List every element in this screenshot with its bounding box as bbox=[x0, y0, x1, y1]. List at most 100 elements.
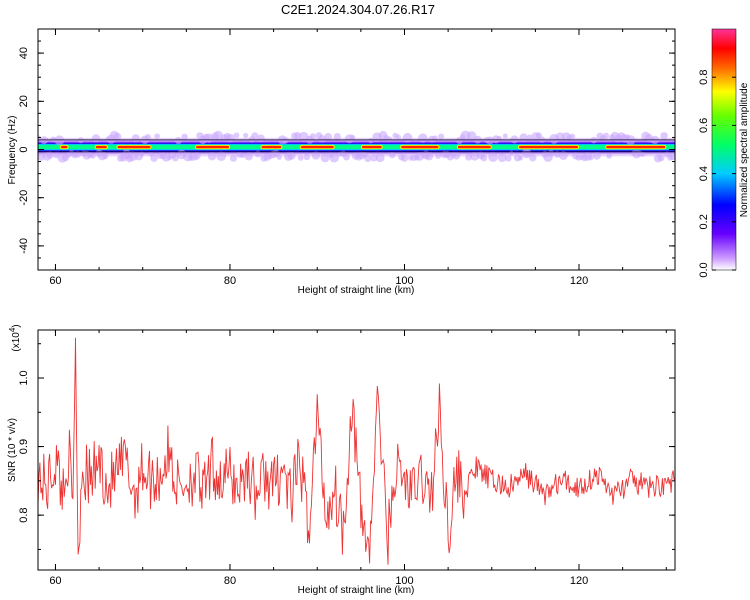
band-speckle bbox=[254, 150, 262, 158]
band-speckle bbox=[303, 153, 311, 161]
band-speckle bbox=[587, 154, 594, 161]
colorbar-tick-label: 0.8 bbox=[698, 70, 710, 85]
x-tick-label: 80 bbox=[224, 575, 236, 587]
y-tick-label: 40 bbox=[18, 47, 30, 59]
band-peak-segment bbox=[60, 145, 68, 149]
band-speckle bbox=[364, 154, 372, 163]
y-tick-label: 0.8 bbox=[18, 507, 30, 522]
colorbar-gradient bbox=[711, 28, 737, 271]
band-peak-segment bbox=[518, 145, 579, 149]
y-tick-label: -20 bbox=[18, 190, 30, 206]
band-speckle bbox=[343, 153, 350, 161]
band-speckle bbox=[602, 132, 610, 139]
snr-panel: 60 80 100 120 0.8 0.9 1.0 Height of straight … bbox=[7, 324, 676, 596]
band-speckle bbox=[243, 132, 249, 139]
band-speckle bbox=[375, 152, 385, 163]
band-speckle bbox=[38, 135, 41, 141]
band-speckle bbox=[244, 152, 253, 161]
spectrogram-xlabel: Height of straight line (km) bbox=[298, 285, 415, 296]
band-speckle bbox=[102, 152, 109, 160]
band-speckle bbox=[435, 152, 442, 159]
band-speckle bbox=[529, 153, 537, 162]
band-speckle bbox=[240, 153, 246, 159]
band-speckle bbox=[131, 134, 140, 143]
band-speckle bbox=[470, 151, 480, 161]
band-speckle bbox=[54, 135, 65, 146]
band-speckle bbox=[74, 150, 82, 158]
band-speckle bbox=[386, 136, 392, 142]
band-speckle bbox=[91, 134, 101, 143]
band-speckle bbox=[510, 135, 519, 144]
band-speckle bbox=[558, 150, 568, 160]
page-title: C2E1.2024.304.07.26.R17 bbox=[281, 2, 435, 17]
band-speckle bbox=[497, 153, 507, 163]
x-tick-label: 80 bbox=[224, 275, 236, 287]
band-speckle bbox=[505, 155, 512, 162]
band-speckle bbox=[282, 137, 289, 144]
band-peak-segment bbox=[196, 145, 229, 149]
band-speckle bbox=[311, 151, 321, 160]
y-tick-label: 20 bbox=[18, 95, 30, 107]
band-speckle bbox=[592, 151, 601, 160]
band-peak-segment bbox=[117, 145, 151, 149]
band-speckle bbox=[502, 133, 508, 139]
snr-scale-prefix: (x10 bbox=[11, 332, 22, 352]
band-speckle bbox=[521, 148, 532, 159]
band-peak-segment bbox=[261, 145, 282, 149]
snr-scale-suffix: ) bbox=[11, 324, 22, 327]
x-tick-label: 100 bbox=[395, 275, 413, 287]
band-speckle bbox=[251, 132, 259, 140]
band-speckle bbox=[216, 151, 227, 162]
band-speckle bbox=[192, 152, 201, 160]
band-speckle bbox=[424, 151, 434, 161]
band-speckle bbox=[418, 133, 428, 143]
band-speckle bbox=[213, 130, 223, 140]
band-speckle bbox=[46, 151, 54, 159]
snr-scale-exponent: 4 bbox=[8, 327, 17, 332]
x-tick-label: 60 bbox=[49, 275, 61, 287]
band-speckle bbox=[309, 133, 317, 140]
band-speckle bbox=[229, 154, 238, 162]
band-speckle bbox=[402, 132, 413, 143]
colorbar: 0.0 0.2 0.4 0.6 0.8 Normalized spectral ampl… bbox=[698, 28, 750, 278]
band-speckle bbox=[174, 136, 183, 145]
band-speckle bbox=[527, 134, 533, 140]
band-peak-segment bbox=[95, 145, 107, 149]
band-peak-segment bbox=[606, 145, 666, 149]
band-speckle bbox=[395, 134, 401, 140]
x-tick-label: 60 bbox=[49, 575, 61, 587]
band-speckle bbox=[569, 133, 576, 140]
band-peak-segment bbox=[401, 145, 439, 149]
band-speckle bbox=[144, 134, 152, 141]
band-peak-segment bbox=[361, 145, 382, 149]
spectrogram-ylabel: Frequency (Hz) bbox=[7, 116, 18, 185]
band-speckle bbox=[349, 134, 356, 140]
band-peak-segment bbox=[457, 145, 491, 149]
band-speckle bbox=[496, 135, 502, 142]
band-speckle bbox=[287, 151, 296, 160]
band-speckle bbox=[660, 132, 668, 140]
band-speckle bbox=[488, 152, 498, 162]
y-tick-label: -40 bbox=[18, 238, 30, 254]
band-speckle bbox=[389, 151, 396, 159]
band-speckle bbox=[333, 132, 341, 141]
band-peak-segment bbox=[300, 145, 334, 149]
y-tick-label: 1.0 bbox=[18, 370, 30, 385]
snr-scale-note: (x104) bbox=[8, 324, 22, 351]
band-speckle bbox=[324, 132, 332, 141]
band-speckle bbox=[318, 134, 326, 143]
band-speckle bbox=[547, 150, 555, 157]
band-speckle bbox=[452, 151, 461, 160]
snr-frame bbox=[37, 329, 676, 571]
snr-xlabel: Height of straight line (km) bbox=[298, 585, 415, 596]
band-speckle bbox=[113, 132, 122, 141]
spectrogram-panel: 60 80 100 120 40 20 0 -20 -40 Height of straigh… bbox=[7, 28, 676, 296]
band-speckle bbox=[606, 153, 612, 159]
colorbar-label: Normalized spectral amplitude bbox=[739, 82, 750, 217]
x-tick-label: 100 bbox=[395, 575, 413, 587]
y-tick-label: 0 bbox=[18, 146, 30, 152]
colorbar-tick-label: 0.6 bbox=[698, 118, 710, 133]
band-speckle bbox=[257, 134, 265, 143]
band-speckle bbox=[467, 131, 477, 141]
